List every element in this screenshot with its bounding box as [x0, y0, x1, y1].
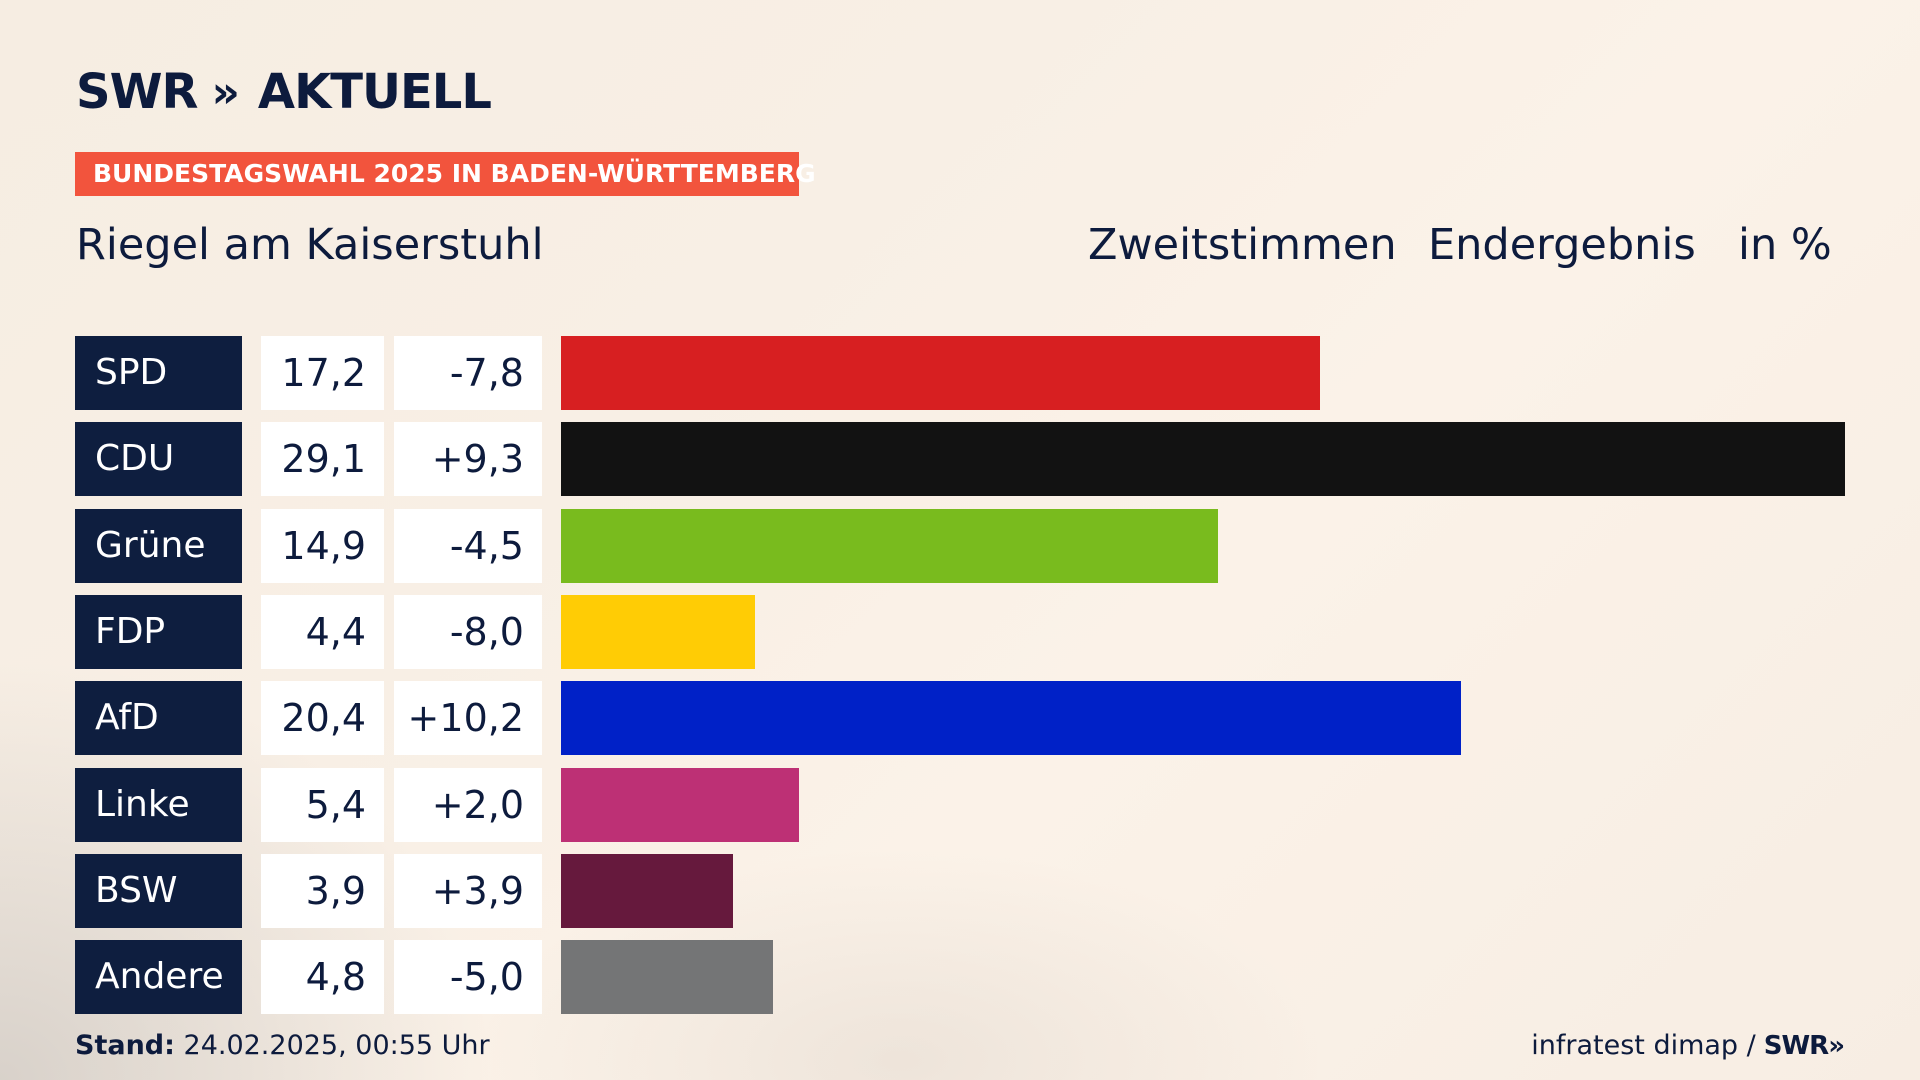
election-banner: BUNDESTAGSWAHL 2025 IN BADEN-WÜRTTEMBERG [75, 152, 816, 196]
party-label: FDP [75, 594, 242, 669]
result-bar [561, 336, 1320, 410]
stand-value: 24.02.2025, 00:55 Uhr [183, 1030, 490, 1061]
result-row: AfD 20,4 +10,2 [0, 681, 1920, 756]
column-header-unit: in % [1738, 220, 1832, 270]
source-chevrons-icon: » [1828, 1030, 1845, 1061]
logo-swr-text: SWR [76, 64, 198, 120]
result-row: Andere 4,8 -5,0 [0, 940, 1920, 1015]
footer-stand: Stand: 24.02.2025, 00:55 Uhr [75, 1030, 490, 1061]
party-label: Grüne [75, 508, 242, 583]
result-value: 3,9 [261, 853, 384, 928]
result-bar [561, 940, 773, 1015]
source-text: infratest dimap / [1531, 1030, 1756, 1061]
result-bar [561, 681, 1462, 756]
source-logo-text: SWR [1763, 1030, 1829, 1061]
place-title: Riegel am Kaiserstuhl [76, 220, 544, 270]
result-row: CDU 29,1 +9,3 [0, 422, 1920, 497]
result-bar [561, 508, 1219, 583]
result-row: FDP 4,4 -8,0 [0, 594, 1920, 669]
result-difference: +9,3 [394, 422, 542, 497]
column-header-zweitstimmen: Zweitstimmen [1088, 220, 1397, 270]
logo-aktuell-text: AKTUELL [257, 64, 492, 120]
result-bar [561, 422, 1845, 497]
result-difference: +2,0 [394, 767, 542, 842]
party-label: CDU [75, 422, 242, 497]
party-label: SPD [75, 336, 242, 410]
result-difference: -8,0 [394, 594, 542, 669]
result-difference: -7,8 [394, 336, 542, 410]
result-value: 29,1 [261, 422, 384, 497]
result-value: 17,2 [261, 336, 384, 410]
logo-chevrons-icon: » [211, 66, 240, 118]
result-row: Linke 5,4 +2,0 [0, 767, 1920, 842]
result-bar [561, 767, 800, 842]
source-swr-logo: SWR» [1763, 1030, 1845, 1061]
result-value: 14,9 [261, 508, 384, 583]
stand-label: Stand: [75, 1030, 175, 1061]
result-row: BSW 3,9 +3,9 [0, 853, 1920, 928]
result-row: SPD 17,2 -7,8 [0, 336, 1920, 410]
result-value: 4,8 [261, 940, 384, 1015]
party-label: AfD [75, 681, 242, 756]
swr-aktuell-logo: SWR » AKTUELL [76, 62, 492, 122]
result-difference: +3,9 [394, 853, 542, 928]
result-bar [561, 594, 756, 669]
party-label: Linke [75, 767, 242, 842]
result-difference: -5,0 [394, 940, 542, 1015]
result-value: 20,4 [261, 681, 384, 756]
footer-source: infratest dimap / SWR» [1531, 1030, 1845, 1061]
party-label: BSW [75, 853, 242, 928]
result-value: 4,4 [261, 594, 384, 669]
result-difference: -4,5 [394, 508, 542, 583]
result-bar [561, 853, 734, 928]
column-header-endergebnis: Endergebnis [1428, 220, 1696, 270]
party-label: Andere [75, 940, 242, 1015]
result-value: 5,4 [261, 767, 384, 842]
result-row: Grüne 14,9 -4,5 [0, 508, 1920, 583]
result-difference: +10,2 [394, 681, 542, 756]
